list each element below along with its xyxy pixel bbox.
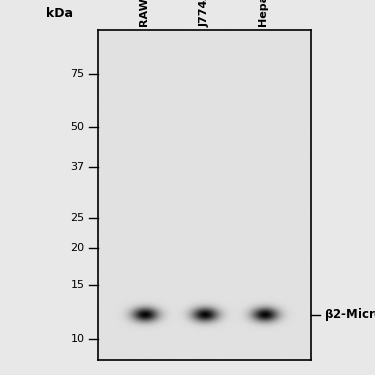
- Text: 50: 50: [70, 122, 85, 132]
- Text: RAW 264.7: RAW 264.7: [140, 0, 150, 27]
- Text: 25: 25: [70, 213, 85, 223]
- Text: J774A.1: J774A.1: [200, 0, 209, 27]
- Text: kDa: kDa: [45, 7, 72, 20]
- Text: 37: 37: [70, 162, 85, 172]
- Text: 75: 75: [70, 69, 85, 79]
- Text: $\bf{\beta}$2-Microglobulin: $\bf{\beta}$2-Microglobulin: [324, 306, 375, 323]
- Text: 20: 20: [70, 243, 85, 253]
- Text: 10: 10: [70, 334, 85, 344]
- Text: Hepa 1-6: Hepa 1-6: [259, 0, 269, 27]
- Text: 15: 15: [70, 280, 85, 291]
